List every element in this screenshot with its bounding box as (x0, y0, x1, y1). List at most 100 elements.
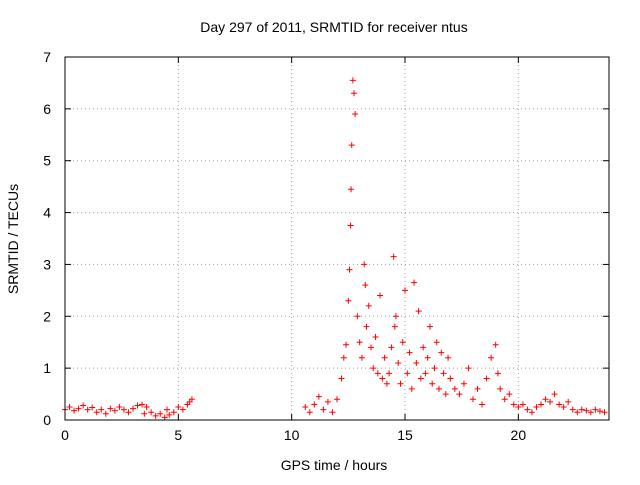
data-point (139, 401, 146, 408)
data-point (417, 375, 424, 382)
data-point (363, 323, 370, 330)
data-point (141, 410, 148, 417)
data-point (320, 406, 327, 413)
data-point (188, 396, 195, 403)
data-point (483, 375, 490, 382)
data-point (542, 396, 549, 403)
data-point (440, 370, 447, 377)
data-point (383, 380, 390, 387)
data-point (148, 409, 155, 416)
data-point (372, 334, 379, 341)
data-point (346, 266, 353, 273)
y-tick-label: 7 (43, 49, 51, 65)
tick-labels: 0 5 10 15 20 0 1 2 3 4 5 6 7 (43, 49, 526, 443)
data-point (75, 405, 82, 412)
data-point (166, 411, 173, 418)
data-point (324, 398, 331, 405)
data-point (569, 406, 576, 413)
y-tick-label: 0 (43, 412, 51, 428)
data-point (392, 313, 399, 320)
data-point (397, 380, 404, 387)
data-point (306, 409, 313, 416)
data-point (374, 370, 381, 377)
data-point (510, 401, 517, 408)
data-point (429, 380, 436, 387)
data-point (411, 279, 418, 286)
x-tick-label: 15 (397, 427, 413, 443)
data-point (456, 391, 463, 398)
data-point (519, 401, 526, 408)
data-point (358, 354, 365, 361)
data-point (143, 404, 150, 411)
data-point (488, 354, 495, 361)
data-point (451, 385, 458, 392)
data-point (413, 359, 420, 366)
data-point (302, 404, 309, 411)
data-point (381, 354, 388, 361)
data-point (334, 396, 340, 403)
data-point (395, 359, 402, 366)
data-point (386, 370, 393, 377)
data-point (442, 391, 449, 398)
y-tick-label: 5 (43, 153, 51, 169)
data-point (436, 385, 442, 392)
data-point (362, 282, 369, 289)
y-tick-label: 3 (43, 256, 51, 272)
y-tick-label: 6 (43, 101, 51, 117)
data-point (338, 375, 345, 382)
axis-ticks (64, 56, 609, 421)
data-point (560, 404, 567, 411)
data-point (408, 385, 415, 392)
data-point (528, 409, 535, 416)
data-point (578, 406, 585, 413)
data-point (345, 297, 352, 304)
data-point (565, 398, 572, 405)
data-point (98, 406, 105, 413)
data-point (420, 344, 427, 351)
data-point (431, 365, 438, 372)
data-point (601, 409, 608, 416)
data-point (175, 404, 182, 411)
data-point (506, 391, 513, 398)
data-point (130, 405, 136, 412)
data-point (354, 313, 361, 320)
data-point (120, 406, 127, 413)
data-point (352, 111, 359, 118)
data-point (438, 349, 445, 356)
data-point (556, 401, 563, 408)
y-tick-label: 1 (43, 360, 51, 376)
data-point (533, 404, 540, 411)
data-point (347, 222, 354, 229)
data-point (574, 409, 581, 416)
x-tick-label: 5 (174, 427, 182, 443)
data-point (71, 407, 78, 414)
data-point (524, 406, 531, 413)
x-tick-label: 10 (284, 427, 300, 443)
data-point (157, 410, 164, 417)
data-point (596, 408, 603, 415)
data-point (390, 253, 397, 260)
data-point (424, 354, 431, 361)
data-point (329, 409, 336, 416)
data-point (80, 402, 87, 409)
data-point (84, 406, 91, 413)
data-point (152, 412, 159, 419)
data-point (66, 404, 73, 411)
data-point (89, 404, 96, 411)
data-point (361, 261, 368, 268)
data-point (494, 370, 501, 377)
data-point (587, 409, 594, 416)
data-point (348, 142, 355, 149)
data-point (161, 414, 168, 421)
data-point (404, 370, 411, 377)
data-point (348, 186, 355, 193)
y-tick-label: 2 (43, 308, 51, 324)
data-point (406, 349, 413, 356)
data-point (311, 401, 318, 408)
data-point (377, 292, 384, 299)
data-point (379, 375, 386, 382)
grid-lines (65, 57, 609, 420)
data-point (116, 404, 123, 411)
